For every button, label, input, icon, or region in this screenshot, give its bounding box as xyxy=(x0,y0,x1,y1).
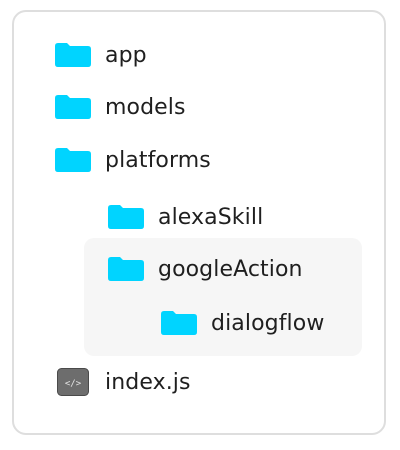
tree-item-models[interactable]: models xyxy=(55,89,186,125)
tree-item-label: models xyxy=(105,94,186,120)
tree-item-index-js[interactable]: </> index.js xyxy=(57,364,191,400)
tree-item-label: googleAction xyxy=(158,256,303,282)
folder-icon xyxy=(55,43,91,67)
folder-icon xyxy=(55,95,91,119)
svg-text:</>: </> xyxy=(65,379,82,389)
folder-icon xyxy=(108,205,144,229)
tree-item-platforms[interactable]: platforms xyxy=(55,142,211,178)
tree-item-label: dialogflow xyxy=(211,310,325,336)
tree-item-dialogflow[interactable]: dialogflow xyxy=(161,305,324,341)
tree-item-app[interactable]: app xyxy=(55,37,147,73)
folder-icon xyxy=(55,148,91,172)
tree-item-googleaction[interactable]: googleAction xyxy=(108,251,303,287)
selected-folder-highlight xyxy=(84,238,362,356)
tree-item-label: platforms xyxy=(105,147,211,173)
tree-item-label: index.js xyxy=(105,369,191,395)
folder-icon xyxy=(161,311,197,335)
code-file-icon: </> xyxy=(57,368,89,396)
file-tree-panel xyxy=(12,10,386,435)
tree-item-alexaskill[interactable]: alexaSkill xyxy=(108,199,263,235)
folder-icon xyxy=(108,257,144,281)
tree-item-label: alexaSkill xyxy=(158,204,264,230)
tree-item-label: app xyxy=(105,42,147,68)
